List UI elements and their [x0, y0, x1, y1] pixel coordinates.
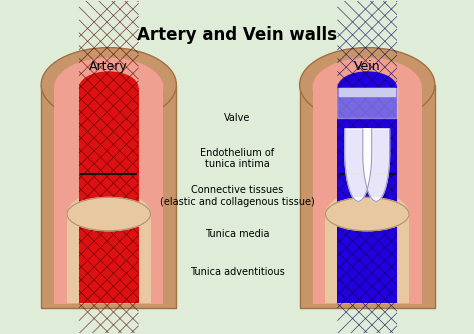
Ellipse shape	[67, 197, 151, 231]
Ellipse shape	[337, 71, 397, 104]
Text: Connective tissues
(elastic and collagenous tissue): Connective tissues (elastic and collagen…	[160, 185, 314, 207]
Polygon shape	[345, 129, 372, 201]
Text: Vein: Vein	[354, 60, 381, 73]
Ellipse shape	[67, 191, 151, 237]
Ellipse shape	[326, 197, 409, 231]
Text: Artery: Artery	[90, 60, 128, 73]
Text: Tunica media: Tunica media	[205, 229, 269, 239]
Bar	[326, 214, 409, 303]
Ellipse shape	[79, 71, 138, 104]
Bar	[67, 214, 151, 303]
Text: Tunica adventitious: Tunica adventitious	[190, 267, 284, 277]
Bar	[339, 88, 395, 96]
Bar	[300, 85, 435, 308]
Ellipse shape	[41, 48, 176, 122]
Bar	[337, 88, 397, 303]
Ellipse shape	[312, 58, 422, 118]
Text: Endothelium of
tunica intima: Endothelium of tunica intima	[200, 148, 274, 169]
Bar	[54, 88, 164, 304]
Polygon shape	[363, 129, 390, 201]
Bar	[41, 85, 176, 308]
Bar	[312, 88, 422, 304]
Bar	[337, 88, 397, 118]
Text: Valve: Valve	[224, 113, 250, 123]
Ellipse shape	[54, 58, 164, 118]
Ellipse shape	[300, 48, 435, 122]
Bar	[79, 88, 138, 303]
Text: Artery and Vein walls: Artery and Vein walls	[137, 26, 337, 44]
Ellipse shape	[326, 191, 409, 237]
